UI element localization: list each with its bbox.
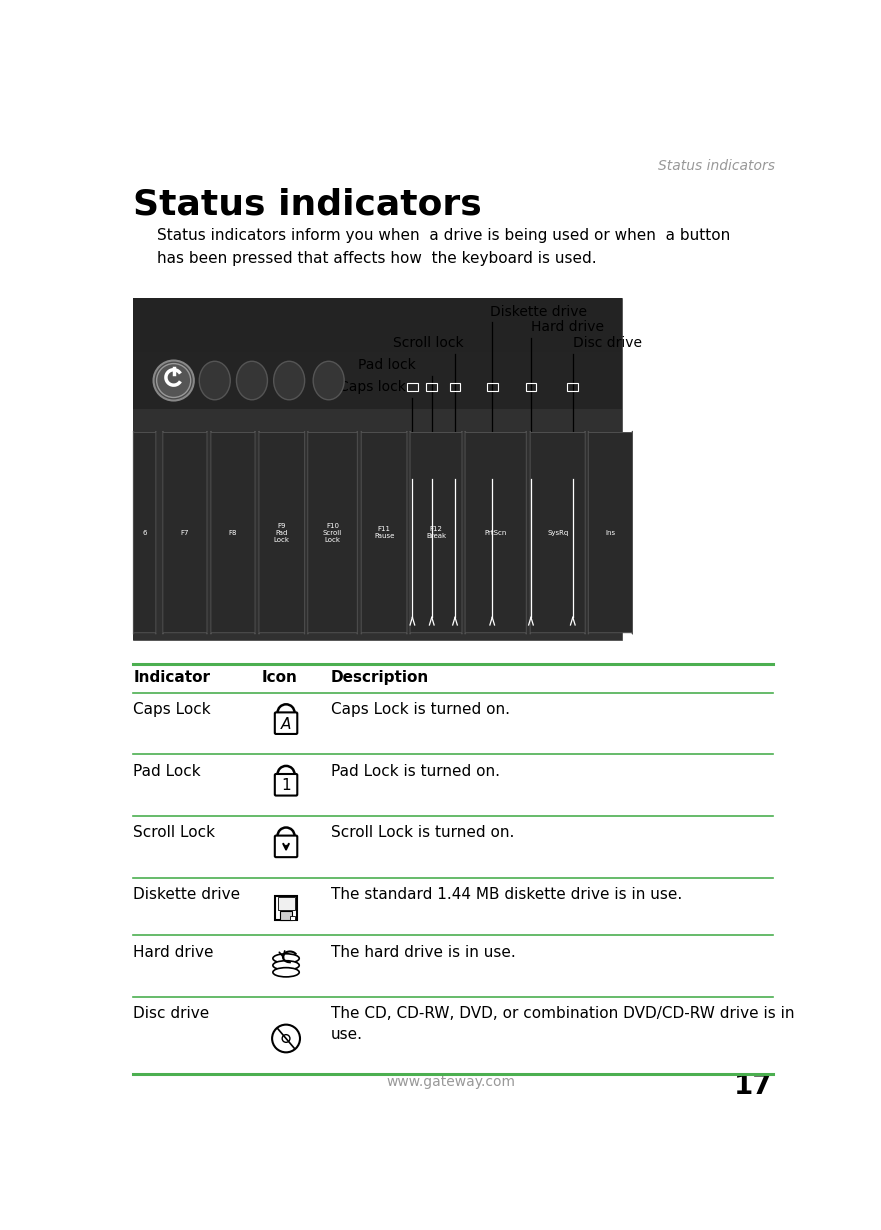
Text: Caps Lock is turned on.: Caps Lock is turned on. [331, 702, 510, 717]
Bar [407, 383, 418, 391]
FancyBboxPatch shape [530, 430, 585, 635]
Bar [133, 298, 622, 641]
Circle shape [153, 360, 194, 401]
Text: 1: 1 [281, 779, 291, 793]
Bar [133, 298, 622, 352]
Text: Status indicators inform you when  a drive is being used or when  a button
has b: Status indicators inform you when a driv… [157, 229, 729, 266]
Bar [567, 383, 578, 391]
Ellipse shape [274, 362, 305, 400]
Circle shape [157, 364, 190, 397]
Text: F9
Pad
Lock: F9 Pad Lock [274, 523, 290, 542]
Text: Diskette drive: Diskette drive [133, 887, 241, 902]
FancyBboxPatch shape [133, 430, 156, 635]
Text: Scroll Lock: Scroll Lock [133, 825, 215, 840]
Text: F8: F8 [229, 530, 237, 535]
Text: Icon: Icon [262, 669, 297, 685]
Bar [290, 916, 294, 920]
Ellipse shape [273, 968, 300, 977]
Text: www.gateway.com: www.gateway.com [387, 1075, 515, 1090]
Circle shape [272, 1025, 300, 1053]
FancyBboxPatch shape [307, 430, 358, 635]
Bar [278, 897, 294, 909]
Text: Disc drive: Disc drive [133, 1006, 210, 1021]
Text: F12
Break: F12 Break [426, 526, 446, 539]
Text: Diskette drive: Diskette drive [490, 305, 587, 319]
Ellipse shape [313, 362, 344, 400]
FancyBboxPatch shape [465, 430, 526, 635]
FancyBboxPatch shape [275, 835, 297, 857]
Bar [526, 383, 537, 391]
Text: Status indicators: Status indicators [658, 159, 775, 173]
Text: The hard drive is in use.: The hard drive is in use. [331, 945, 515, 959]
Ellipse shape [273, 961, 300, 970]
Text: Caps lock: Caps lock [339, 380, 405, 394]
Text: 17: 17 [734, 1071, 773, 1100]
Text: Pad Lock: Pad Lock [133, 764, 201, 779]
Text: Status indicators: Status indicators [133, 188, 482, 221]
Text: SysRq: SysRq [547, 530, 568, 535]
Text: 6: 6 [143, 530, 147, 535]
Circle shape [282, 1034, 290, 1042]
Text: Scroll Lock is turned on.: Scroll Lock is turned on. [331, 825, 515, 840]
Bar [133, 352, 622, 410]
Text: The standard 1.44 MB diskette drive is in use.: The standard 1.44 MB diskette drive is i… [331, 887, 682, 902]
Text: Ins: Ins [605, 530, 616, 535]
FancyBboxPatch shape [211, 430, 255, 635]
FancyBboxPatch shape [361, 430, 407, 635]
FancyBboxPatch shape [275, 712, 297, 734]
Text: Hard drive: Hard drive [531, 320, 604, 333]
Bar [487, 383, 498, 391]
FancyBboxPatch shape [589, 430, 633, 635]
Text: The CD, CD-RW, DVD, or combination DVD/CD-RW drive is in
use.: The CD, CD-RW, DVD, or combination DVD/C… [331, 1006, 795, 1042]
Bar [280, 911, 292, 920]
Bar [133, 410, 622, 641]
Text: Disc drive: Disc drive [573, 336, 641, 351]
Text: F10
Scroll
Lock: F10 Scroll Lock [323, 523, 342, 542]
Text: Scroll lock: Scroll lock [393, 336, 463, 351]
Text: Indicator: Indicator [133, 669, 211, 685]
Bar [426, 383, 437, 391]
Ellipse shape [273, 953, 300, 963]
Text: Pad Lock is turned on.: Pad Lock is turned on. [331, 764, 500, 779]
Ellipse shape [199, 362, 230, 400]
Text: Description: Description [331, 669, 429, 685]
FancyBboxPatch shape [163, 430, 207, 635]
FancyBboxPatch shape [410, 430, 462, 635]
Bar [449, 383, 461, 391]
Text: Hard drive: Hard drive [133, 945, 214, 959]
Ellipse shape [236, 362, 268, 400]
Text: PrtScn: PrtScn [485, 530, 507, 535]
Text: Caps Lock: Caps Lock [133, 702, 211, 717]
Bar [275, 895, 297, 920]
Text: A: A [281, 717, 292, 732]
Text: F7: F7 [181, 530, 189, 535]
FancyBboxPatch shape [259, 430, 305, 635]
Text: F11
Pause: F11 Pause [374, 526, 395, 539]
Text: Pad lock: Pad lock [358, 358, 416, 373]
FancyBboxPatch shape [275, 774, 297, 796]
